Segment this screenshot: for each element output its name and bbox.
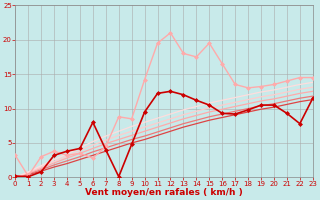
X-axis label: Vent moyen/en rafales ( km/h ): Vent moyen/en rafales ( km/h ) [85, 188, 243, 197]
